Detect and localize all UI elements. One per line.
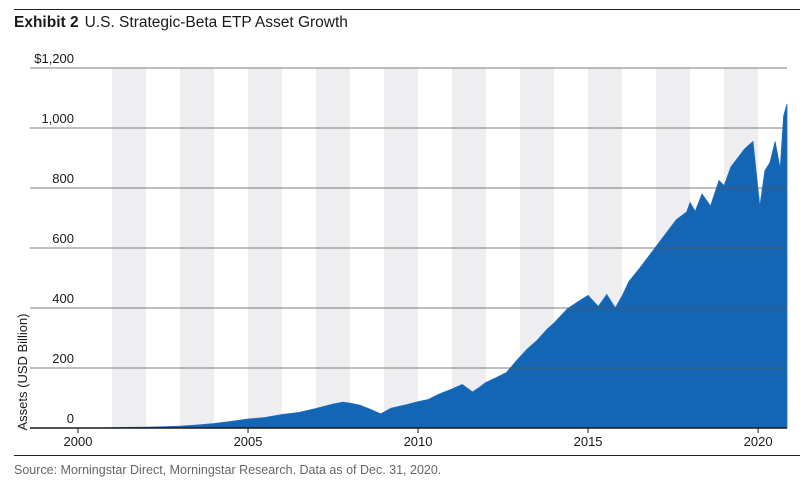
chart-title: Exhibit 2 U.S. Strategic-Beta ETP Asset G… (14, 14, 348, 32)
x-tick-label: 2000 (64, 434, 93, 449)
y-tick-label: 0 (67, 411, 74, 426)
y-tick-label: 600 (52, 231, 74, 246)
bottom-rule (14, 455, 800, 456)
x-tick-label: 2010 (404, 434, 433, 449)
y-tick-label: $1,200 (34, 51, 74, 66)
x-tick-label: 2015 (574, 434, 603, 449)
area-series (78, 103, 788, 429)
exhibit-title: U.S. Strategic-Beta ETP Asset Growth (84, 14, 348, 31)
x-tick-label: 2020 (744, 434, 773, 449)
source-note: Source: Morningstar Direct, Morningstar … (14, 463, 442, 477)
y-tick-label: 800 (52, 171, 74, 186)
x-tick-label: 2005 (234, 434, 263, 449)
y-axis-label: Assets (USD Billion) (15, 313, 30, 430)
y-tick-label: 1,000 (41, 111, 74, 126)
y-tick-label: 400 (52, 291, 74, 306)
top-rule (14, 9, 800, 10)
exhibit-label: Exhibit 2 (14, 14, 79, 31)
y-tick-label: 200 (52, 351, 74, 366)
